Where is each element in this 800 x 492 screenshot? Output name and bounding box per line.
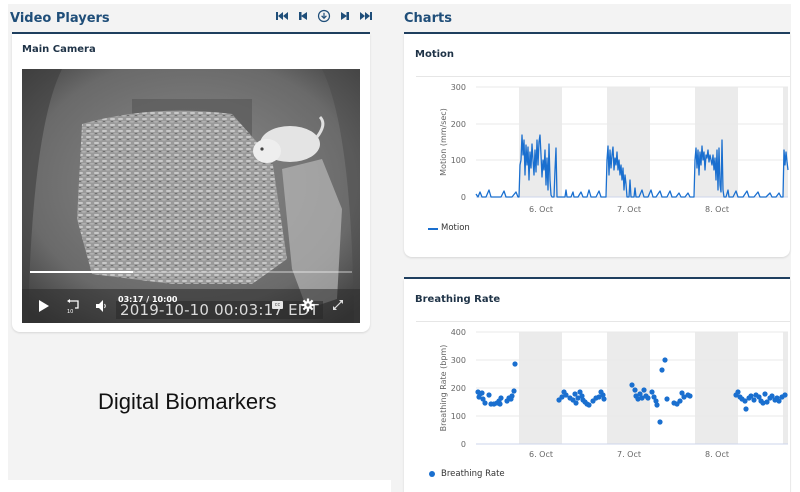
video-frame-mouse-cage — [22, 69, 360, 323]
video-controls-bar: 10 2019-10-10 00:03:17 EDT 03:17 / 10:00… — [22, 271, 360, 323]
skip-to-end-icon[interactable] — [359, 9, 373, 23]
settings-gear-icon[interactable] — [301, 298, 315, 312]
video-player[interactable]: 10 2019-10-10 00:03:17 EDT 03:17 / 10:00… — [22, 69, 360, 323]
main-camera-title: Main Camera — [22, 44, 96, 55]
video-progress-bar[interactable] — [30, 271, 352, 273]
y-tick: 0 — [461, 440, 466, 449]
breathing-grid — [476, 331, 788, 417]
y-tick: 100 — [451, 156, 466, 165]
night-band — [783, 87, 788, 197]
night-band — [607, 87, 650, 197]
breathing-chart-title: Breathing Rate — [415, 294, 501, 305]
motion-legend-swatch — [428, 228, 438, 230]
current-time: 03:17 — [118, 295, 144, 304]
breathing-legend-label[interactable]: Breathing Rate — [441, 469, 505, 479]
breathing-rate-chart[interactable]: 0 100 200 300 400 6. Oct 7. Oct 8. Oct B… — [404, 325, 790, 460]
recording-timestamp-overlay: 2019-10-10 00:03:17 EDT — [116, 301, 323, 319]
video-players-title: Video Players — [10, 11, 110, 26]
video-players-divider — [12, 32, 370, 34]
y-tick: 100 — [451, 412, 466, 421]
motion-series-line — [475, 134, 789, 198]
motion-y-axis-label: Motion (mm/sec) — [439, 108, 448, 176]
y-tick: 200 — [451, 120, 466, 129]
y-tick: 0 — [461, 193, 466, 202]
x-tick: 7. Oct — [617, 205, 641, 214]
playback-time: 03:17 / 10:00 — [118, 295, 177, 304]
volume-icon[interactable] — [95, 299, 107, 313]
y-tick: 200 — [451, 384, 466, 393]
breathing-series-points — [475, 357, 788, 425]
x-tick: 6. Oct — [529, 205, 553, 214]
breathing-title-divider — [416, 321, 790, 322]
fullscreen-icon[interactable] — [331, 298, 345, 312]
replay-10-icon[interactable]: 10 — [66, 298, 80, 314]
captions-icon[interactable]: cc — [272, 301, 283, 309]
x-tick: 8. Oct — [705, 205, 729, 214]
step-forward-icon[interactable] — [338, 9, 352, 23]
x-tick: 7. Oct — [617, 450, 641, 459]
x-tick: 8. Oct — [705, 450, 729, 459]
x-tick: 6. Oct — [529, 450, 553, 459]
download-circle-icon[interactable] — [317, 9, 331, 23]
playback-nav-toolbar — [275, 9, 373, 23]
duration: 10:00 — [151, 295, 178, 304]
motion-title-divider — [416, 76, 790, 77]
svg-text:10: 10 — [67, 309, 73, 314]
time-separator: / — [146, 295, 150, 304]
skip-to-start-icon[interactable] — [275, 9, 289, 23]
breathing-legend-swatch — [429, 471, 435, 477]
charts-divider — [404, 32, 790, 34]
digital-biomarkers-caption: Digital Biomarkers — [98, 389, 277, 414]
night-band — [695, 87, 738, 197]
motion-chart-title: Motion — [415, 49, 455, 60]
motion-legend-label[interactable]: Motion — [441, 223, 470, 233]
play-icon[interactable] — [38, 299, 50, 313]
motion-chart[interactable]: 0 100 200 300 6. Oct 7. Oct 8. Oct Motio… — [404, 80, 790, 215]
breathing-card-top-rule — [404, 277, 790, 279]
y-tick: 300 — [451, 356, 466, 365]
y-tick: 300 — [451, 83, 466, 92]
video-progress-fill — [30, 271, 134, 273]
y-tick: 400 — [451, 328, 466, 337]
step-back-icon[interactable] — [296, 9, 310, 23]
charts-title: Charts — [404, 11, 452, 26]
breathing-y-axis-label: Breathing Rate (bpm) — [439, 345, 448, 432]
